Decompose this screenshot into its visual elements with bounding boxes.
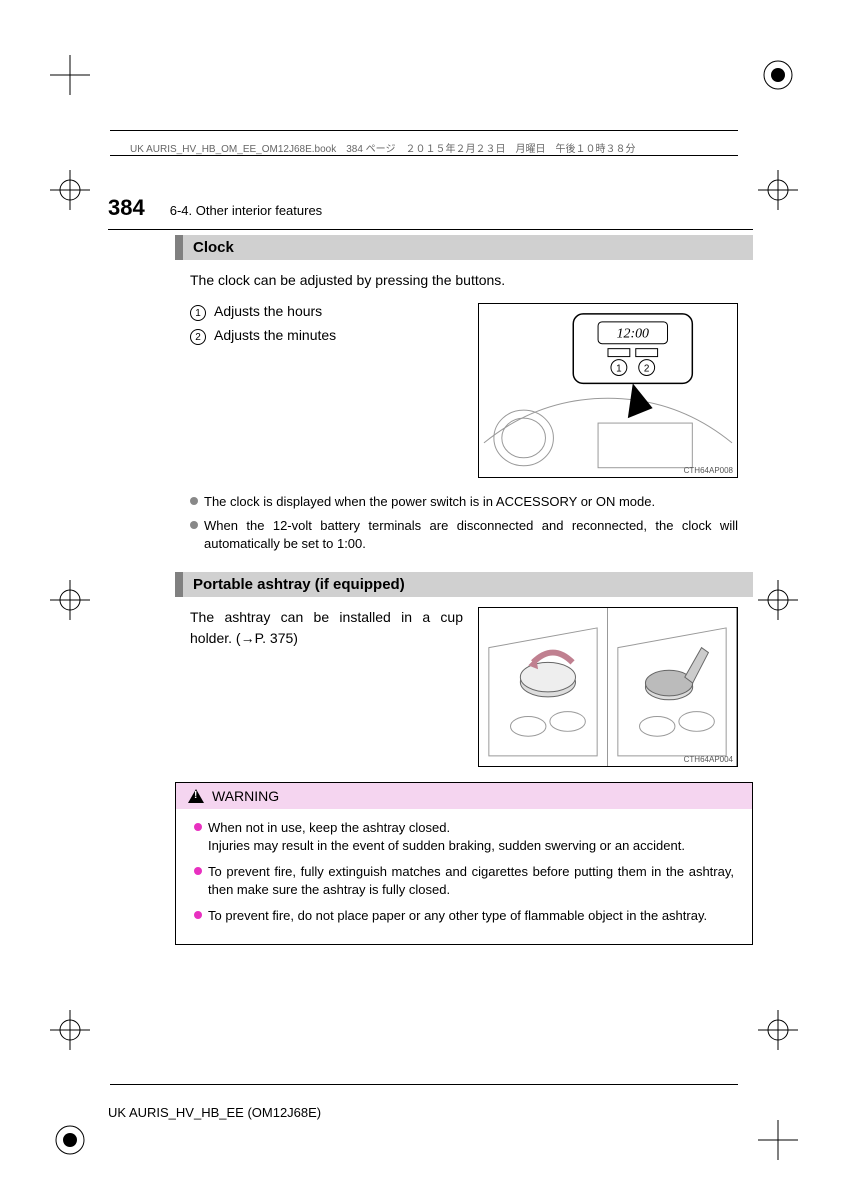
warning-item: To prevent fire, fully extinguish matche… [194,863,734,899]
bullet-icon [194,867,202,875]
crop-mark-bl [50,1120,90,1160]
clock-item-1: 1 Adjusts the hours [190,303,463,321]
note-item: The clock is displayed when the power sw… [190,493,738,511]
ashtray-section-header: Portable ashtray (if equipped) [175,572,753,597]
frame-line-top [110,130,738,131]
circled-number-icon: 2 [190,329,206,345]
bullet-icon [194,823,202,831]
figure-id: CTH64AP004 [684,755,733,764]
warning-box: WARNING When not in use, keep the ashtra… [175,782,753,945]
page-header: 384 6-4. Other interior features [108,195,753,230]
clock-list: 1 Adjusts the hours 2 Adjusts the minute… [190,303,463,478]
reg-mark-l3 [50,1010,90,1050]
bullet-icon [190,521,198,529]
ashtray-open-illustration [608,608,737,766]
warning-item: To prevent fire, do not place paper or a… [194,907,734,925]
page-number: 384 [108,195,145,221]
warning-body: When not in use, keep the ashtray closed… [176,809,752,944]
warning-text: When not in use, keep the ashtray closed… [208,819,685,855]
crop-mark-tr [758,55,798,95]
ashtray-closed-illustration [479,608,608,766]
note-text: The clock is displayed when the power sw… [204,493,655,511]
reg-mark-l1 [50,170,90,210]
note-item: When the 12-volt battery terminals are d… [190,517,738,553]
clock-section-header: Clock [175,235,753,260]
reg-mark-r2 [758,580,798,620]
clock-item-2: 2 Adjusts the minutes [190,327,463,345]
clock-row: 1 Adjusts the hours 2 Adjusts the minute… [190,303,738,478]
frame-line-top2 [110,155,738,156]
clock-item-text: Adjusts the hours [214,303,322,319]
bullet-icon [194,911,202,919]
circled-number-icon: 1 [190,305,206,321]
reg-mark-r3 [758,1010,798,1050]
crop-mark-tl [50,55,90,95]
footer-text: UK AURIS_HV_HB_EE (OM12J68E) [108,1105,321,1120]
clock-intro: The clock can be adjusted by pressing th… [190,270,738,291]
bullet-icon [190,497,198,505]
ashtray-text: The ashtray can be installed in a cup ho… [190,607,463,767]
frame-line-bot [110,1084,738,1085]
ashtray-row: The ashtray can be installed in a cup ho… [190,607,738,767]
section-title: 6-4. Other interior features [170,203,322,218]
clock-figure: 12:00 1 2 CTH64AP008 [478,303,738,478]
warning-text: To prevent fire, do not place paper or a… [208,907,707,925]
warning-triangle-icon [188,789,204,803]
warning-item: When not in use, keep the ashtray closed… [194,819,734,855]
crop-mark-br [758,1120,798,1160]
warning-header: WARNING [176,783,752,809]
reg-mark-r1 [758,170,798,210]
reg-mark-l2 [50,580,90,620]
clock-item-text: Adjusts the minutes [214,327,336,343]
note-text: When the 12-volt battery terminals are d… [204,517,738,553]
dashboard-illustration: 12:00 1 2 [479,304,737,478]
warning-label: WARNING [212,788,279,804]
clock-display-time: 12:00 [617,327,649,342]
page-content: Clock The clock can be adjusted by press… [175,235,753,945]
svg-text:2: 2 [644,363,650,374]
ashtray-figure: CTH64AP004 [478,607,738,767]
figure-id: CTH64AP008 [684,466,733,475]
svg-text:1: 1 [616,363,622,374]
file-header-line: UK AURIS_HV_HB_OM_EE_OM12J68E.book 384 ペ… [130,140,635,155]
clock-notes: The clock is displayed when the power sw… [190,493,738,554]
arrow-icon: → [241,630,255,646]
warning-text: To prevent fire, fully extinguish matche… [208,863,734,899]
